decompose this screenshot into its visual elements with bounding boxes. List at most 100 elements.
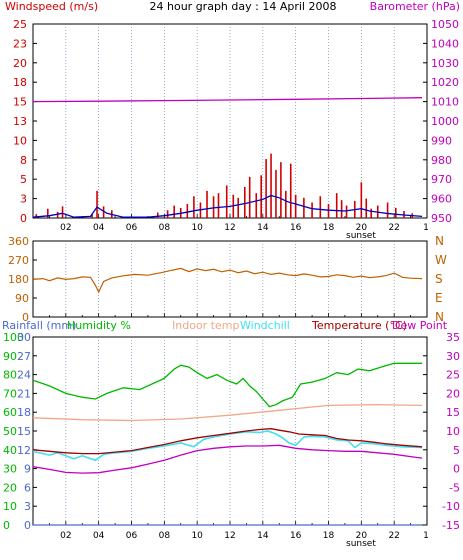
compass-label: N xyxy=(435,234,444,248)
humidity-tick-label: 20 xyxy=(3,481,17,494)
wind-axis-ticks: 0 3 5 8 10 13 15 18 20 23 25 xyxy=(13,18,37,225)
wind-series xyxy=(32,97,423,218)
rainfall-tick-label: 21 xyxy=(17,387,31,400)
humidity-tick-label: 70 xyxy=(3,387,17,400)
rainfall-tick-label: 30 xyxy=(17,331,31,344)
humidity-tick-label: 50 xyxy=(3,425,17,438)
humidity-tick-label: 80 xyxy=(3,369,17,382)
windspeed-tick-label: 3 xyxy=(20,193,27,206)
temperature-tick-label: 35 xyxy=(446,331,460,344)
rainfall-tick-label: 3 xyxy=(24,500,31,513)
temperature-tick-label: 30 xyxy=(446,350,460,363)
x-tick-label: 1 xyxy=(423,223,429,233)
humidity-tick-label: 0 xyxy=(3,519,10,532)
x-tick-label: 22 xyxy=(388,223,399,233)
wind-direction-series xyxy=(32,267,423,294)
chart-title: 24 hour graph day : 14 April 2008 xyxy=(150,0,337,13)
wind-panel-grid xyxy=(49,24,411,218)
windspeed-tick-label: 20 xyxy=(13,57,27,70)
x-tick-label: 22 xyxy=(388,531,399,541)
rainfall-axis-ticks: 0 3 6 9 12 15 18 21 24 27 30 xyxy=(17,331,31,532)
x-tick-label: 06 xyxy=(126,223,138,233)
rainfall-tick-label: 6 xyxy=(24,481,31,494)
barometer-tick-label: 1020 xyxy=(431,76,459,89)
humidity-tick-label: 100 xyxy=(3,331,24,344)
windspeed-tick-label: 0 xyxy=(20,212,27,225)
x-tick-label: 18 xyxy=(323,531,335,541)
windspeed-tick-label: 8 xyxy=(20,154,27,167)
x-tick-label: 1 xyxy=(423,531,429,541)
dew-point-line xyxy=(32,444,423,474)
compass-label: W xyxy=(435,253,447,267)
humidity-line xyxy=(32,362,423,408)
wind-direction-tick-label: 270 xyxy=(8,254,29,267)
x-tick-label: 10 xyxy=(191,223,203,233)
windspeed-tick-label: 18 xyxy=(13,76,27,89)
wind-direction-line xyxy=(32,267,423,294)
x-tick-label: 02 xyxy=(60,223,71,233)
temperature-tick-label: -5 xyxy=(449,481,460,494)
x-tick-label: 04 xyxy=(93,531,105,541)
barometer-tick-label: 1010 xyxy=(431,96,459,109)
temperature-line xyxy=(32,428,423,455)
temperature-axis-ticks: -15 -10 -5 0 5 10 15 20 25 30 35 xyxy=(33,331,460,532)
x-tick-label: 16 xyxy=(290,223,302,233)
windspeed-tick-label: 15 xyxy=(13,96,27,109)
temperature-series xyxy=(32,362,423,526)
humidity-tick-label: 60 xyxy=(3,406,17,419)
rainfall-tick-label: 27 xyxy=(17,350,31,363)
windspeed-tick-label: 23 xyxy=(13,37,27,50)
barometer-tick-label: 1030 xyxy=(431,57,459,70)
wind-direction-grid xyxy=(49,241,411,317)
indoor-temp-line xyxy=(32,404,423,422)
panel-border xyxy=(32,23,428,219)
barometer-axis-title: Barometer (hPa) xyxy=(370,0,460,13)
temperature-tick-label: -15 xyxy=(442,519,460,532)
humidity-tick-label: 90 xyxy=(3,350,17,363)
wind-direction-tick-label: 90 xyxy=(15,292,29,305)
sunset-label-top: sunset xyxy=(346,231,376,241)
temperature-panel-grid xyxy=(49,337,411,525)
windspeed-tick-label: 25 xyxy=(13,18,27,31)
barometer-tick-label: 1000 xyxy=(431,115,459,128)
humidity-tick-label: 30 xyxy=(3,463,17,476)
barometer-line xyxy=(32,97,423,103)
barometer-tick-label: 950 xyxy=(431,212,452,225)
average-wind-line xyxy=(32,194,423,218)
x-tick-label: 14 xyxy=(257,223,269,233)
temperature-tick-label: 25 xyxy=(446,369,460,382)
x-tick-label: 18 xyxy=(323,223,335,233)
windspeed-tick-label: 5 xyxy=(20,173,27,186)
barometer-tick-label: 970 xyxy=(431,173,452,186)
temperature-tick-label: 0 xyxy=(453,463,460,476)
temperature-tick-label: 15 xyxy=(446,406,460,419)
rainfall-tick-label: 24 xyxy=(17,369,31,382)
legend-indoor-temp: Indoor temp xyxy=(172,319,239,332)
legend-humidity: Humidity % xyxy=(67,319,131,332)
x-tick-label: 16 xyxy=(290,531,302,541)
legend-dew-point: Dew Point xyxy=(392,319,448,332)
x-tick-label: 12 xyxy=(224,531,235,541)
rainfall-tick-label: 18 xyxy=(17,406,31,419)
barometer-tick-label: 1040 xyxy=(431,37,459,50)
x-tick-label: 06 xyxy=(126,531,138,541)
rainfall-tick-label: 12 xyxy=(17,444,31,457)
windspeed-axis-title: Windspeed (m/s) xyxy=(5,0,98,13)
compass-label: S xyxy=(435,272,443,286)
legend-windchill: Windchill xyxy=(240,319,290,332)
x-tick-label: 12 xyxy=(224,223,235,233)
rainfall-tick-label: 0 xyxy=(24,519,31,532)
temperature-x-axis-ticks: 02 04 06 08 10 12 14 16 18 20 22 1 xyxy=(60,531,429,541)
windchill-line xyxy=(32,430,423,462)
temperature-tick-label: 10 xyxy=(446,425,460,438)
barometer-tick-label: 980 xyxy=(431,154,452,167)
x-tick-label: 02 xyxy=(60,531,71,541)
rainfall-tick-label: 15 xyxy=(17,425,31,438)
x-tick-label: 20 xyxy=(356,223,368,233)
x-tick-label: 08 xyxy=(159,223,171,233)
windspeed-tick-label: 10 xyxy=(13,134,27,147)
wind-direction-axis-ticks: 0 90 180 270 360 xyxy=(8,235,37,324)
